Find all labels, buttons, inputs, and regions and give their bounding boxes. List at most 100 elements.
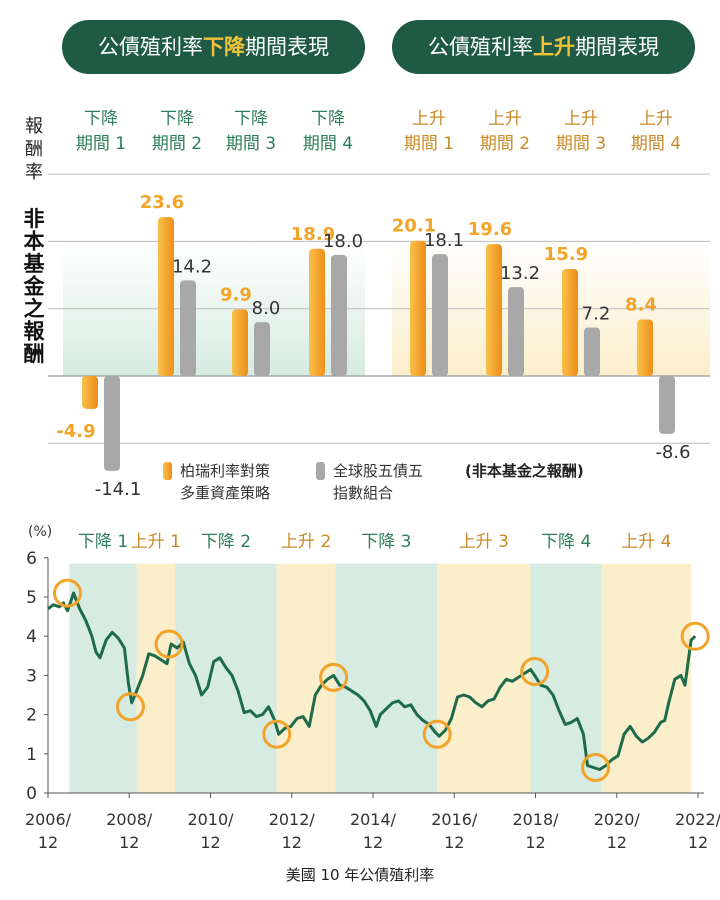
y-title-big-char: 金 (23, 275, 46, 299)
legend-note: (非本基金之報酬) (465, 462, 584, 480)
legend-label-strategy: 柏瑞利率對策 (180, 462, 270, 480)
bar-strategy (82, 376, 98, 409)
y-tick-label: 0 (26, 784, 37, 804)
data-label-index: 8.0 (252, 298, 281, 319)
data-label-index: -14.1 (95, 479, 142, 500)
x-tick-label-bottom: 12 (119, 833, 139, 852)
data-label-strategy: 23.6 (140, 192, 184, 213)
y-title-big-char: 報 (24, 320, 46, 344)
data-label-index: 7.2 (582, 304, 611, 325)
x-tick-label-top: 2022/ (675, 810, 720, 829)
period-band-fall (175, 563, 277, 793)
data-label-index: -8.6 (655, 442, 690, 463)
turning-point-marker (680, 621, 710, 651)
y-title-small-char: 酬 (25, 139, 43, 160)
x-tick-label-bottom: 12 (444, 833, 464, 852)
turning-point-marker (422, 719, 452, 749)
yield-rise-pill: 公債殖利率上升期間表現 (392, 20, 695, 74)
data-label-strategy: 15.9 (544, 244, 588, 265)
data-label-strategy: 18.9 (291, 224, 335, 245)
y-title-small-char: 報 (25, 116, 43, 137)
data-label-index: 14.2 (172, 256, 212, 277)
x-tick-label-bottom: 12 (38, 833, 58, 852)
legend-label-index: 指數組合 (333, 484, 393, 502)
x-tick-label-top: 2016/ (431, 810, 478, 829)
pill-highlight: 上升 (533, 35, 575, 59)
category-label-bottom: 期間 3 (556, 134, 606, 154)
pill-highlight: 下降 (203, 35, 245, 59)
x-tick-label-top: 2010/ (187, 810, 234, 829)
period-band-fall (335, 563, 438, 793)
category-label-top: 下降 (234, 109, 268, 129)
x-tick-label-bottom: 12 (607, 833, 627, 852)
x-tick-label-top: 2014/ (350, 810, 397, 829)
category-label-bottom: 期間 2 (480, 134, 530, 154)
turning-point-marker (53, 578, 82, 608)
turning-point-marker (154, 629, 184, 659)
y-title-big-char: 基 (24, 252, 46, 276)
bar-index (180, 280, 196, 376)
turning-point-marker (581, 753, 611, 783)
category-label-top: 上升 (412, 109, 446, 129)
pill-suffix: 期間表現 (575, 35, 659, 59)
x-tick-label-bottom: 12 (282, 833, 302, 852)
x-tick-label-bottom: 12 (688, 833, 708, 852)
period-band-fall (530, 563, 602, 793)
y-tick-label: 4 (26, 627, 37, 647)
bar-index (432, 254, 448, 376)
category-label-top: 下降 (311, 109, 345, 129)
pill-prefix: 公債殖利率 (98, 35, 203, 59)
y-tick-label: 1 (26, 745, 37, 765)
y-tick-label: 5 (26, 588, 37, 608)
x-tick-label-top: 2006/ (25, 810, 72, 829)
y-title-big-char: 酬 (24, 342, 45, 366)
pill-prefix: 公債殖利率 (428, 35, 533, 59)
x-axis-title: 美國 10 年公債殖利率 (286, 866, 435, 884)
period-label: 下降 4 (541, 532, 591, 552)
period-label: 上升 4 (621, 532, 671, 552)
data-label-strategy: 8.4 (625, 294, 657, 315)
period-label: 下降 1 (78, 532, 128, 552)
category-label-bottom: 期間 2 (152, 134, 202, 154)
category-label-bottom: 期間 3 (226, 134, 276, 154)
bar-strategy (232, 309, 248, 376)
x-tick-label-top: 2018/ (512, 810, 559, 829)
turning-point-marker (319, 662, 349, 692)
data-label-index: 13.2 (500, 263, 540, 284)
y-title-small-char: 率 (25, 162, 43, 183)
bar-index (104, 376, 120, 471)
x-tick-label-bottom: 12 (363, 833, 383, 852)
turning-point-marker (262, 719, 292, 749)
bar-strategy (486, 244, 502, 376)
category-label-bottom: 期間 4 (303, 134, 353, 154)
period-label: 上升 2 (281, 532, 331, 552)
category-label-bottom: 期間 4 (631, 134, 681, 154)
pill-suffix: 期間表現 (245, 35, 329, 59)
legend-swatch-index (316, 462, 325, 480)
y-tick-label: 3 (26, 666, 37, 686)
y-title-big-char: 本 (24, 230, 45, 254)
x-tick-label-bottom: 12 (525, 833, 545, 852)
category-label-top: 下降 (84, 109, 118, 129)
data-label-index: 18.1 (424, 230, 464, 251)
y-tick-label: 2 (26, 706, 37, 726)
bar-index (331, 254, 347, 376)
data-label-strategy: 20.1 (392, 216, 436, 237)
x-tick-label-top: 2012/ (269, 810, 316, 829)
turning-point-marker (115, 692, 145, 722)
bar-index (584, 327, 600, 376)
legend-label-strategy: 多重資產策略 (180, 484, 270, 502)
y-axis-unit: (%) (28, 524, 52, 540)
bar-strategy (562, 268, 578, 376)
y-tick-label: 6 (26, 549, 37, 569)
bar-strategy (158, 217, 174, 376)
category-label-top: 下降 (160, 109, 194, 129)
period-label: 下降 2 (201, 532, 251, 552)
period-label: 上升 3 (459, 532, 509, 552)
period-band-rise (276, 563, 336, 793)
data-label-strategy: -4.9 (56, 421, 95, 442)
period-label: 上升 1 (131, 532, 181, 552)
x-tick-label-top: 2008/ (106, 810, 153, 829)
